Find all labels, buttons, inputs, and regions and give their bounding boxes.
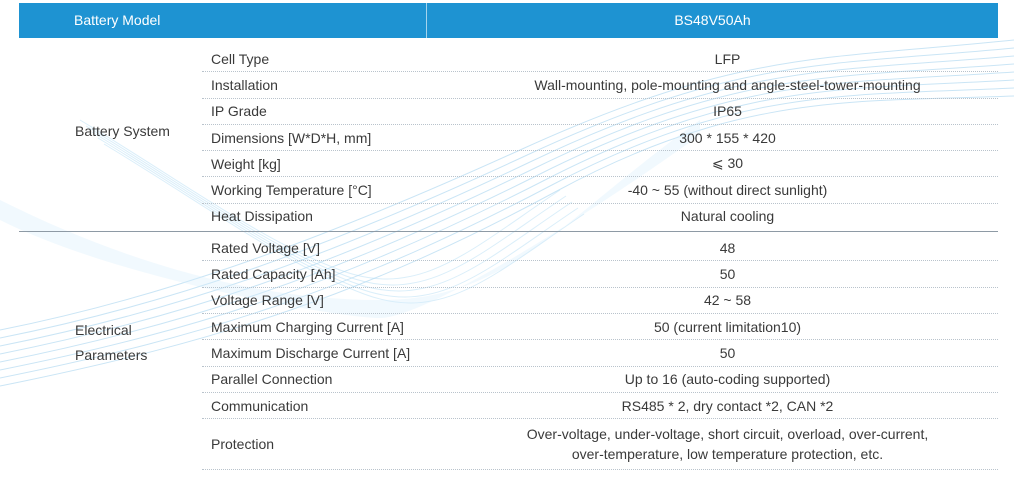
param-protection: Protection — [211, 436, 275, 453]
value-installation: Wall-mounting, pole-mounting and angle-s… — [534, 76, 921, 93]
header-divider — [426, 3, 427, 38]
param-heat-dissipation: Heat Dissipation — [211, 208, 313, 225]
param-installation: Installation — [211, 76, 278, 93]
spec-table: Battery Model BS48V50Ah Battery System C… — [19, 3, 998, 471]
group-electrical-parameters: Electrical Parameters Rated Voltage [V] … — [19, 232, 998, 471]
group-label-line: Battery System — [75, 123, 170, 139]
table-row: Communication RS485 * 2, dry contact *2,… — [202, 393, 998, 420]
group-battery-system: Battery System Cell Type LFP Installatio… — [19, 38, 998, 229]
table-row: Parallel Connection Up to 16 (auto-codin… — [202, 367, 998, 393]
param-rated-capacity: Rated Capacity [Ah] — [211, 266, 336, 283]
value-cell-type: LFP — [714, 50, 741, 67]
value-working-temperature: -40 ~ 55 (without direct sunlight) — [627, 182, 828, 199]
table-row: Heat Dissipation Natural cooling — [202, 204, 998, 229]
param-weight: Weight [kg] — [211, 155, 281, 172]
param-communication: Communication — [211, 397, 309, 414]
battery-model-value: BS48V50Ah — [674, 12, 751, 28]
group-label-line: Parameters — [75, 347, 148, 364]
param-rated-voltage: Rated Voltage [V] — [211, 239, 320, 256]
param-max-charging-current: Maximum Charging Current [A] — [211, 318, 404, 335]
param-cell-type: Cell Type — [211, 50, 270, 67]
table-row: Dimensions [W*D*H, mm] 300 * 155 * 420 — [202, 125, 998, 152]
group-label-battery-system: Battery System — [75, 119, 170, 144]
group-label-line: Electrical — [75, 322, 132, 339]
value-rated-voltage: 48 — [719, 239, 736, 256]
table-row: Rated Voltage [V] 48 — [202, 235, 998, 262]
group-label-electrical-parameters: Electrical Parameters — [75, 318, 147, 368]
value-dimensions: 300 * 155 * 420 — [679, 129, 776, 146]
value-heat-dissipation: Natural cooling — [680, 208, 775, 225]
param-parallel-connection: Parallel Connection — [211, 371, 333, 388]
value-weight: ⩽ 30 — [711, 155, 744, 172]
param-working-temperature: Working Temperature [°C] — [211, 182, 372, 199]
param-voltage-range: Voltage Range [V] — [211, 292, 324, 309]
value-protection: Over-voltage, under-voltage, short circu… — [457, 424, 998, 464]
battery-model-label: Battery Model — [74, 12, 161, 28]
table-row: Maximum Charging Current [A] 50 (current… — [202, 314, 998, 341]
group-divider — [19, 231, 998, 233]
table-header: Battery Model BS48V50Ah — [19, 3, 998, 38]
param-dimensions: Dimensions [W*D*H, mm] — [211, 129, 372, 146]
value-rated-capacity: 50 — [719, 266, 736, 283]
table-row: Working Temperature [°C] -40 ~ 55 (witho… — [202, 177, 998, 204]
value-protection-line: over-temperature, low temperature protec… — [571, 446, 884, 463]
table-row: Installation Wall-mounting, pole-mountin… — [202, 72, 998, 99]
table-row: Maximum Discharge Current [A] 50 — [202, 340, 998, 367]
value-ip-grade: IP65 — [713, 103, 742, 120]
value-max-discharge-current: 50 — [719, 344, 736, 361]
table-row: Cell Type LFP — [202, 46, 998, 73]
value-protection-line: Over-voltage, under-voltage, short circu… — [526, 426, 929, 443]
param-max-discharge-current: Maximum Discharge Current [A] — [211, 344, 411, 361]
table-row: Protection Over-voltage, under-voltage, … — [202, 419, 998, 471]
table-row: IP Grade IP65 — [202, 99, 998, 125]
table-row: Rated Capacity [Ah] 50 — [202, 261, 998, 288]
value-communication: RS485 * 2, dry contact *2, CAN *2 — [621, 397, 834, 414]
param-ip-grade: IP Grade — [211, 103, 267, 120]
value-max-charging-current: 50 (current limitation10) — [653, 318, 802, 335]
value-parallel-connection: Up to 16 (auto-coding supported) — [624, 371, 831, 388]
table-row: Voltage Range [V] 42 ~ 58 — [202, 288, 998, 314]
table-row: Weight [kg] ⩽ 30 — [202, 151, 998, 178]
value-voltage-range: 42 ~ 58 — [703, 292, 752, 309]
